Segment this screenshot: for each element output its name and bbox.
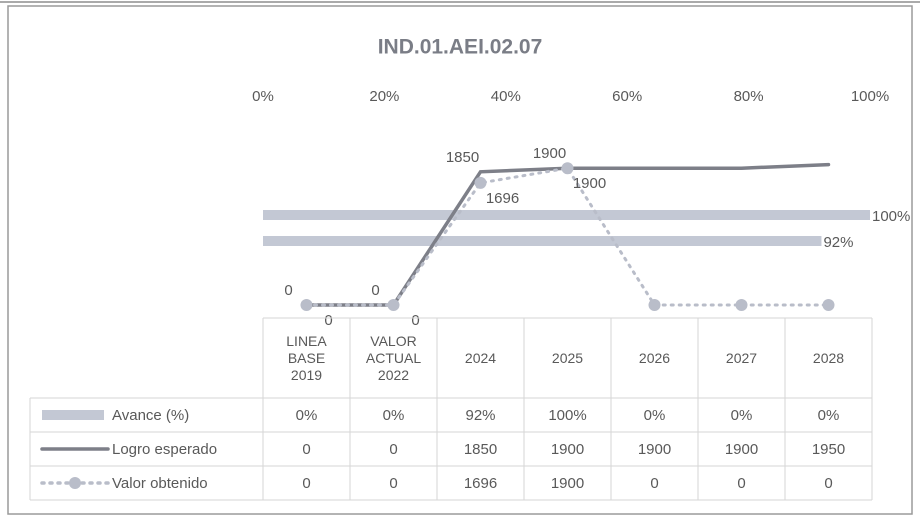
legend-label: Avance (%) bbox=[112, 407, 189, 424]
table-value: 92% bbox=[465, 407, 495, 424]
legend-label: Valor obtenido bbox=[112, 475, 208, 492]
table-value: 0 bbox=[389, 475, 397, 492]
table-value: 1900 bbox=[551, 441, 584, 458]
category-header: 2028 bbox=[812, 349, 845, 366]
data-label: 0 bbox=[411, 312, 419, 329]
x-tick-label: 100% bbox=[851, 88, 889, 105]
data-label: 1850 bbox=[446, 149, 479, 166]
legend-label: Logro esperado bbox=[112, 441, 217, 458]
bar bbox=[263, 236, 822, 246]
category-header: LINEA BASE 2019 bbox=[286, 332, 327, 383]
table-value: 0 bbox=[737, 475, 745, 492]
data-label: 0 bbox=[324, 312, 332, 329]
line-series bbox=[304, 162, 831, 307]
table-value: 1900 bbox=[638, 441, 671, 458]
bar bbox=[263, 210, 870, 220]
table-value: 1900 bbox=[725, 441, 758, 458]
table-value: 0% bbox=[818, 407, 840, 424]
category-label: 2028 bbox=[812, 349, 845, 366]
table-value: 0 bbox=[389, 441, 397, 458]
table-value: 0 bbox=[302, 475, 310, 492]
chart-title: IND.01.AEI.02.07 bbox=[378, 36, 543, 59]
table-value: 0 bbox=[650, 475, 658, 492]
category-header: 2025 bbox=[551, 349, 584, 366]
category-header: 2026 bbox=[638, 349, 671, 366]
table-value: 0 bbox=[302, 441, 310, 458]
data-label: 1696 bbox=[486, 190, 519, 207]
category-header: 2027 bbox=[725, 349, 758, 366]
chart-frame bbox=[7, 5, 913, 515]
data-label: 1900 bbox=[533, 145, 566, 162]
point-marker bbox=[387, 299, 400, 311]
point-marker bbox=[648, 299, 661, 311]
point-marker bbox=[735, 299, 748, 311]
category-label: 2027 bbox=[725, 349, 758, 366]
table-value: 1696 bbox=[464, 475, 497, 492]
table-value: 1850 bbox=[464, 441, 497, 458]
bar-label: 100% bbox=[872, 208, 910, 225]
category-label: 2024 bbox=[464, 349, 497, 366]
x-tick-label: 80% bbox=[734, 88, 764, 105]
point-marker bbox=[561, 162, 574, 175]
category-label: 2025 bbox=[551, 349, 584, 366]
table-value: 0% bbox=[731, 407, 753, 424]
data-label: 1900 bbox=[573, 175, 606, 192]
table-value: 100% bbox=[548, 407, 586, 424]
x-tick-label: 20% bbox=[369, 88, 399, 105]
legend-key bbox=[42, 410, 104, 420]
category-header: 2024 bbox=[464, 349, 497, 366]
point-marker bbox=[822, 299, 835, 311]
table-value: 0% bbox=[383, 407, 405, 424]
table-value: 0 bbox=[824, 475, 832, 492]
table-value: 0% bbox=[644, 407, 666, 424]
bar-label: 92% bbox=[823, 234, 853, 251]
category-header: VALOR ACTUAL 2022 bbox=[365, 332, 422, 383]
data-label: 0 bbox=[371, 282, 379, 299]
point-marker bbox=[474, 176, 487, 189]
category-label: 2026 bbox=[638, 349, 671, 366]
table-value: 1950 bbox=[812, 441, 845, 458]
data-label: 0 bbox=[284, 282, 292, 299]
x-tick-label: 0% bbox=[252, 88, 274, 105]
category-label: VALOR ACTUAL 2022 bbox=[365, 332, 422, 383]
x-tick-label: 60% bbox=[612, 88, 642, 105]
x-tick-label: 40% bbox=[491, 88, 521, 105]
category-label: LINEA BASE 2019 bbox=[286, 332, 327, 383]
table-value: 0% bbox=[296, 407, 318, 424]
legend-marker bbox=[69, 477, 81, 489]
table-value: 1900 bbox=[551, 475, 584, 492]
point-marker bbox=[300, 299, 313, 311]
